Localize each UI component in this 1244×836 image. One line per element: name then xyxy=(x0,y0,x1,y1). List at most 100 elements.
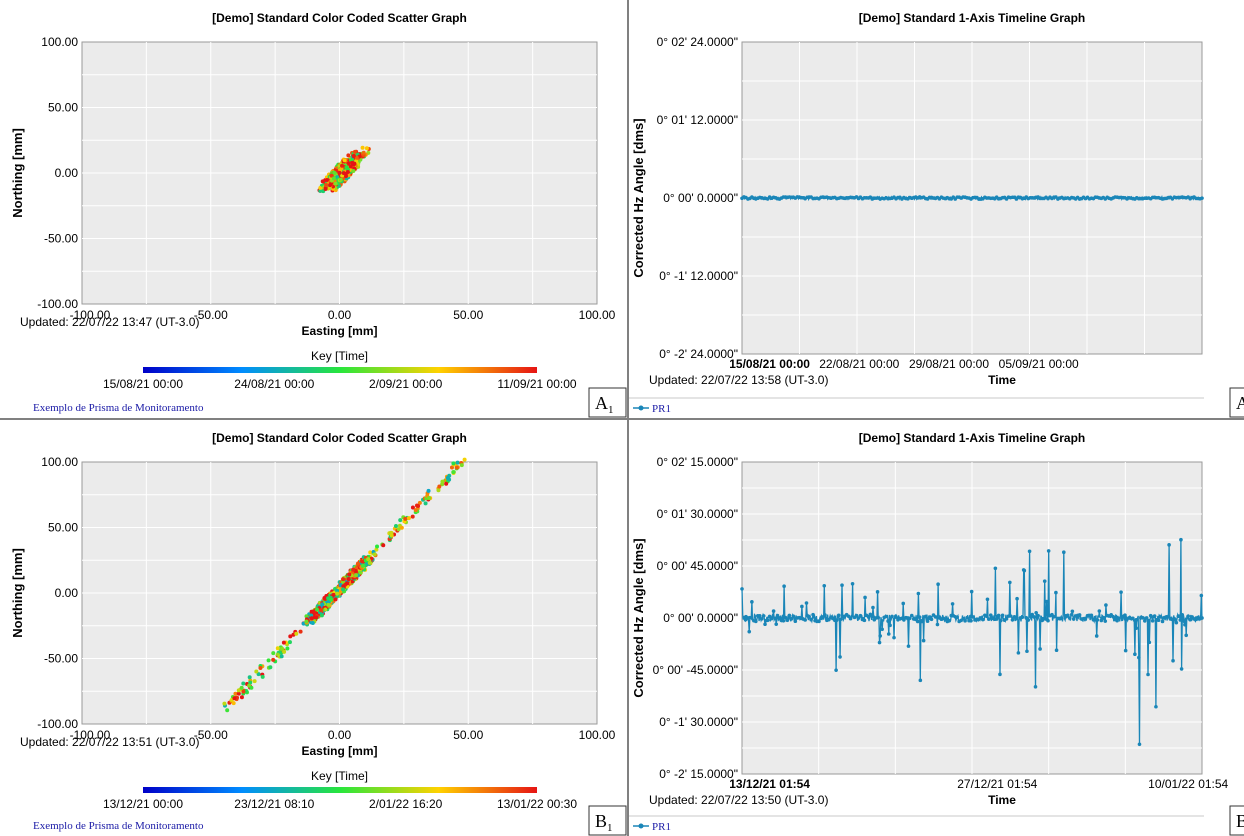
scatter-point xyxy=(455,460,460,465)
color-key-bar xyxy=(143,367,537,373)
series-point xyxy=(771,609,776,613)
series-point xyxy=(787,613,792,618)
timeline-chart-svg: [Demo] Standard 1-Axis Timeline Graph 0° … xyxy=(629,11,1244,418)
x-axis-label: Time xyxy=(988,373,1016,387)
series-point xyxy=(963,619,967,623)
series-point xyxy=(1044,599,1049,604)
x-tick-label: -100.00 xyxy=(70,728,111,742)
y-tick-label: 50.00 xyxy=(48,101,78,115)
scatter-point xyxy=(247,675,252,680)
series-point xyxy=(803,618,807,622)
series-point xyxy=(878,634,882,638)
scatter-point xyxy=(360,145,365,150)
series-point xyxy=(822,583,827,588)
series-point xyxy=(969,589,974,594)
series-point xyxy=(789,617,794,621)
scatter-point xyxy=(426,488,431,493)
scatter-chart-svg: [Demo] Standard Color Coded Scatter Grap… xyxy=(10,11,627,418)
series-point xyxy=(1026,618,1031,622)
series-point xyxy=(846,614,851,619)
series-point xyxy=(1131,616,1135,621)
series-point xyxy=(1176,614,1181,619)
series-point xyxy=(1179,667,1184,671)
series-point xyxy=(823,613,827,617)
scatter-point xyxy=(279,654,284,659)
scatter-chart-svg: [Demo] Standard Color Coded Scatter Grap… xyxy=(10,431,627,836)
key-title: Key [Time] xyxy=(311,769,368,783)
key-tick-label: 11/09/21 00:00 xyxy=(497,377,577,391)
scatter-point xyxy=(252,679,257,684)
key-tick-label: 13/12/21 00:00 xyxy=(103,797,183,811)
series-point xyxy=(892,635,896,640)
scatter-point xyxy=(354,573,359,578)
scatter-point xyxy=(268,665,273,670)
scatter-point xyxy=(285,646,290,651)
series-point xyxy=(809,617,813,622)
series-point xyxy=(935,622,940,627)
x-tick-label: 100.00 xyxy=(579,728,616,742)
series-point xyxy=(950,602,955,606)
scatter-point xyxy=(304,619,309,624)
series-point xyxy=(777,616,782,620)
scatter-point xyxy=(396,527,401,532)
series-point xyxy=(1032,615,1036,619)
series-point xyxy=(750,600,754,604)
legend-entry-pr1: PR1 xyxy=(652,821,671,833)
x-axis-label: Easting [mm] xyxy=(301,324,377,338)
scatter-point xyxy=(454,465,459,470)
scatter-point xyxy=(232,696,237,701)
scatter-point xyxy=(361,150,366,155)
series-point xyxy=(1038,647,1042,651)
series-point xyxy=(1016,651,1021,655)
scatter-point xyxy=(332,170,337,175)
series-point xyxy=(1015,596,1019,601)
scatter-point xyxy=(254,669,259,674)
y-tick-label: 50.00 xyxy=(48,521,78,535)
series-point xyxy=(1052,614,1056,619)
series-point xyxy=(981,617,985,622)
series-point xyxy=(1180,613,1185,617)
series-point xyxy=(880,627,884,632)
series-point xyxy=(923,614,928,619)
footer-link[interactable]: Exemplo de Prisma de Monitoramento xyxy=(33,820,204,832)
series-point xyxy=(1142,619,1147,623)
series-point xyxy=(969,618,973,623)
scatter-point xyxy=(360,559,365,564)
y-tick-label: 0° 00' 0.0000" xyxy=(663,611,738,625)
scatter-point xyxy=(231,701,236,706)
series-point xyxy=(901,601,906,606)
series-point xyxy=(754,619,758,624)
scatter-point xyxy=(258,666,263,671)
series-point xyxy=(1027,549,1032,554)
panel-label: B1 xyxy=(595,811,613,834)
series-point xyxy=(1178,618,1183,622)
scatter-point xyxy=(462,457,467,462)
series-point xyxy=(1179,537,1183,542)
scatter-point xyxy=(451,461,456,466)
x-tick-label: 10/01/22 01:54 xyxy=(1148,777,1228,791)
updated-timestamp: Updated: 22/07/22 13:47 (UT-3.0) xyxy=(20,315,199,329)
series-point xyxy=(1158,615,1163,619)
series-point xyxy=(918,678,923,683)
scatter-point xyxy=(346,153,351,158)
series-point xyxy=(763,622,767,627)
series-point xyxy=(1171,658,1175,663)
series-point xyxy=(1135,617,1139,622)
footer-link[interactable]: Exemplo de Prisma de Monitoramento xyxy=(33,402,204,414)
series-point xyxy=(1150,619,1155,623)
series-point xyxy=(1008,614,1013,618)
scatter-point xyxy=(372,552,377,557)
series-point xyxy=(917,615,922,620)
scatter-point xyxy=(314,607,319,612)
series-point xyxy=(782,584,786,589)
series-point xyxy=(1123,648,1128,653)
scatter-point xyxy=(399,525,404,530)
panel-label-letter: A xyxy=(1236,393,1244,413)
scatter-point xyxy=(366,557,371,562)
key-tick-label: 13/01/22 00:30 xyxy=(497,797,577,811)
scatter-point xyxy=(403,516,408,521)
series-point xyxy=(908,616,912,621)
series-point xyxy=(955,615,959,619)
series-point xyxy=(1008,580,1012,585)
series-point xyxy=(1097,609,1102,613)
